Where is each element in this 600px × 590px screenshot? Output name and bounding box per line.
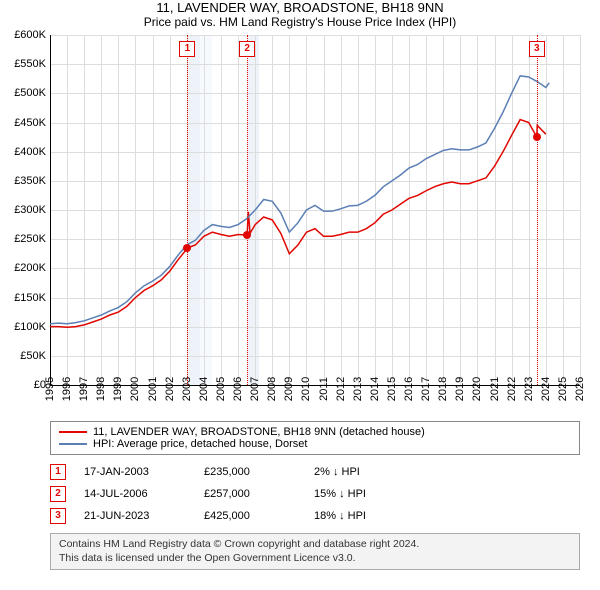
sales-date: 17-JAN-2003 [84, 466, 204, 478]
y-axis-label: £450K [14, 117, 46, 129]
marker-line [187, 35, 188, 385]
marker-dot [243, 231, 251, 239]
chart-subtitle: Price paid vs. HM Land Registry's House … [0, 15, 600, 29]
marker-line [537, 35, 538, 385]
sales-row: 3 21-JUN-2023£425,00018% ↓ HPI [50, 505, 580, 527]
legend-swatch [59, 431, 87, 433]
y-axis-label: £400K [14, 146, 46, 158]
y-axis-label: £300K [14, 204, 46, 216]
y-axis-label: £250K [14, 233, 46, 245]
marker-number-box: 3 [529, 41, 545, 57]
sales-price: £235,000 [204, 466, 314, 478]
y-axis-label: £500K [14, 87, 46, 99]
attribution-line: This data is licensed under the Open Gov… [59, 552, 571, 566]
sales-number-box: 1 [50, 464, 66, 480]
legend-box: 11, LAVENDER WAY, BROADSTONE, BH18 9NN (… [50, 421, 580, 455]
sales-delta: 2% ↓ HPI [314, 466, 360, 478]
legend-item: HPI: Average price, detached house, Dors… [59, 438, 571, 450]
sales-row: 2 14-JUL-2006£257,00015% ↓ HPI [50, 483, 580, 505]
y-axis-label: £600K [14, 29, 46, 41]
y-axis-label: £200K [14, 262, 46, 274]
sales-table: 1 17-JAN-2003£235,0002% ↓ HPI 2 14-JUL-2006… [50, 461, 580, 527]
gridline-v [580, 35, 581, 385]
chart-lines [50, 35, 580, 385]
sales-price: £257,000 [204, 488, 314, 500]
y-axis-label: £100K [14, 321, 46, 333]
legend-label: 11, LAVENDER WAY, BROADSTONE, BH18 9NN (… [93, 426, 425, 438]
sales-delta: 15% ↓ HPI [314, 488, 366, 500]
y-axis-label: £550K [14, 58, 46, 70]
chart-title: 11, LAVENDER WAY, BROADSTONE, BH18 9NN [0, 0, 600, 15]
marker-number-box: 1 [179, 41, 195, 57]
legend-swatch [59, 443, 87, 445]
marker-number-box: 2 [239, 41, 255, 57]
marker-dot [533, 133, 541, 141]
chart-plot-area: £0£50K£100K£150K£200K£250K£300K£350K£400… [50, 35, 580, 385]
attribution-box: Contains HM Land Registry data © Crown c… [50, 533, 580, 570]
y-axis-label: £150K [14, 292, 46, 304]
sales-price: £425,000 [204, 510, 314, 522]
marker-line [247, 35, 248, 385]
sales-number-box: 3 [50, 508, 66, 524]
legend-label: HPI: Average price, detached house, Dors… [93, 438, 307, 450]
attribution-line: Contains HM Land Registry data © Crown c… [59, 538, 571, 552]
marker-dot [183, 244, 191, 252]
sales-row: 1 17-JAN-2003£235,0002% ↓ HPI [50, 461, 580, 483]
sales-date: 21-JUN-2023 [84, 510, 204, 522]
y-axis-label: £350K [14, 175, 46, 187]
sales-delta: 18% ↓ HPI [314, 510, 366, 522]
series-line [50, 76, 549, 324]
y-axis-label: £50K [20, 350, 46, 362]
sales-date: 14-JUL-2006 [84, 488, 204, 500]
legend-item: 11, LAVENDER WAY, BROADSTONE, BH18 9NN (… [59, 426, 571, 438]
sales-number-box: 2 [50, 486, 66, 502]
